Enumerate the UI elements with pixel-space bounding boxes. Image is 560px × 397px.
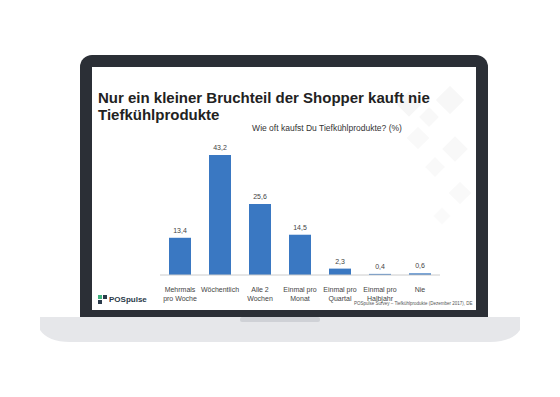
svg-text:pro Woche: pro Woche xyxy=(163,295,197,303)
svg-text:14,5: 14,5 xyxy=(293,224,307,231)
svg-text:43,2: 43,2 xyxy=(213,144,227,151)
svg-text:Wöchentlich: Wöchentlich xyxy=(201,286,239,293)
svg-text:Wochen: Wochen xyxy=(247,295,273,302)
html-text:Nur ein kleiner Bruchteil der: Nur ein kleiner Bruchteil der Shopper ka… xyxy=(98,89,430,123)
svg-text:Mehrmals: Mehrmals xyxy=(165,286,196,293)
svg-text:Quartal: Quartal xyxy=(329,295,352,303)
svg-text:Einmal pro: Einmal pro xyxy=(323,286,357,294)
svg-text:0,4: 0,4 xyxy=(375,263,385,270)
html-text:POSpulse: POSpulse xyxy=(109,295,147,304)
svg-text:2,3: 2,3 xyxy=(335,258,345,265)
svg-text:13,4: 13,4 xyxy=(173,227,187,234)
svg-text:Monat: Monat xyxy=(290,295,310,302)
svg-text:Nie: Nie xyxy=(415,286,426,293)
svg-text:Halbjahr: Halbjahr xyxy=(367,295,393,302)
html-text:Wie oft kaufst Du Tiefkühlprod: Wie oft kaufst Du Tiefkühlprodukte? (%) xyxy=(252,123,402,133)
svg-text:Einmal pro: Einmal pro xyxy=(283,286,317,294)
svg-text:0,6: 0,6 xyxy=(415,262,425,269)
html-text:POSpulse Survey – Tiefkühlprod: POSpulse Survey – Tiefkühlprodukte (Deze… xyxy=(354,301,473,306)
svg-text:25,6: 25,6 xyxy=(253,193,267,200)
svg-text:Einmal pro: Einmal pro xyxy=(363,286,397,294)
svg-text:Alle 2: Alle 2 xyxy=(251,286,269,293)
